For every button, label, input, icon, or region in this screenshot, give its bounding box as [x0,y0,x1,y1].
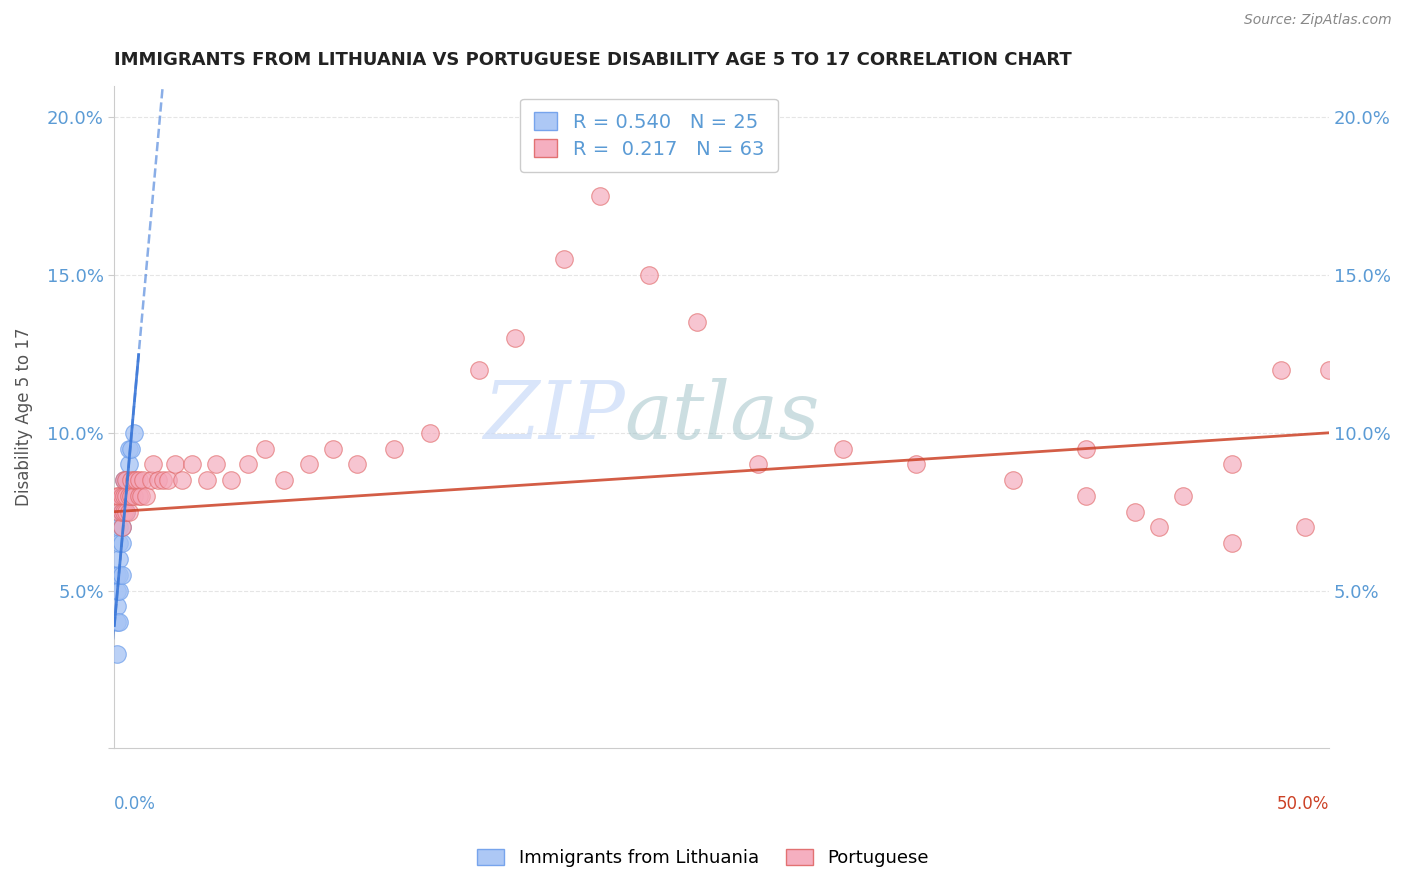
Point [139,473,162,487]
Point [468,362,491,376]
Point [146,473,169,487]
Point [112,489,135,503]
Legend: R = 0.540   N = 25, R =  0.217   N = 63: R = 0.540 N = 25, R = 0.217 N = 63 [520,98,778,172]
Point [1147,520,1170,534]
Point [125,473,148,487]
Y-axis label: Disability Age 5 to 17: Disability Age 5 to 17 [15,327,32,507]
Point [122,425,145,440]
Point [110,536,132,550]
Point [686,315,709,329]
Point [110,520,132,534]
Point [112,489,135,503]
Point [1076,442,1098,456]
Point [105,489,128,503]
Point [105,647,128,661]
Point [120,489,142,503]
Point [115,473,138,487]
Point [110,520,132,534]
Point [115,489,138,503]
Point [553,252,575,267]
Point [1270,362,1292,376]
Point [108,505,131,519]
Point [112,473,135,487]
Point [419,425,441,440]
Point [118,442,141,456]
Point [253,442,276,456]
Point [129,489,152,503]
Point [115,473,138,487]
Point [115,505,138,519]
Point [172,473,194,487]
Text: Source: ZipAtlas.com: Source: ZipAtlas.com [1244,13,1392,28]
Text: 50.0%: 50.0% [1277,795,1329,813]
Point [122,489,145,503]
Point [108,536,131,550]
Point [108,489,131,503]
Point [120,442,142,456]
Point [637,268,659,282]
Point [589,189,612,203]
Point [118,505,141,519]
Point [135,489,157,503]
Point [905,458,928,472]
Point [1220,458,1243,472]
Point [219,473,242,487]
Point [165,458,187,472]
Point [122,473,145,487]
Point [236,458,259,472]
Point [110,567,132,582]
Point [115,489,138,503]
Point [112,473,135,487]
Point [747,458,769,472]
Point [1220,536,1243,550]
Text: IMMIGRANTS FROM LITHUANIA VS PORTUGUESE DISABILITY AGE 5 TO 17 CORRELATION CHART: IMMIGRANTS FROM LITHUANIA VS PORTUGUESE … [114,51,1071,69]
Point [1173,489,1195,503]
Point [112,505,135,519]
Point [156,473,179,487]
Point [1123,505,1146,519]
Point [298,458,321,472]
Point [1317,362,1340,376]
Point [110,489,132,503]
Point [115,505,138,519]
Point [181,458,204,472]
Point [108,615,131,630]
Point [105,567,128,582]
Text: ZIP: ZIP [482,378,624,456]
Point [205,458,228,472]
Point [273,473,295,487]
Point [1076,489,1098,503]
Point [322,442,344,456]
Point [108,520,131,534]
Point [142,458,165,472]
Point [110,505,132,519]
Point [118,458,141,472]
Point [503,331,526,345]
Point [112,505,135,519]
Point [382,442,405,456]
Point [105,599,128,614]
Point [110,505,132,519]
Point [346,458,368,472]
Point [195,473,218,487]
Point [105,615,128,630]
Point [105,583,128,598]
Point [108,552,131,566]
Point [132,473,155,487]
Point [1002,473,1025,487]
Point [120,473,142,487]
Point [832,442,855,456]
Text: 0.0%: 0.0% [114,795,156,813]
Point [108,583,131,598]
Point [108,567,131,582]
Point [1294,520,1316,534]
Point [152,473,174,487]
Point [128,489,150,503]
Point [118,489,141,503]
Point [128,473,150,487]
Text: atlas: atlas [624,378,820,456]
Legend: Immigrants from Lithuania, Portuguese: Immigrants from Lithuania, Portuguese [470,841,936,874]
